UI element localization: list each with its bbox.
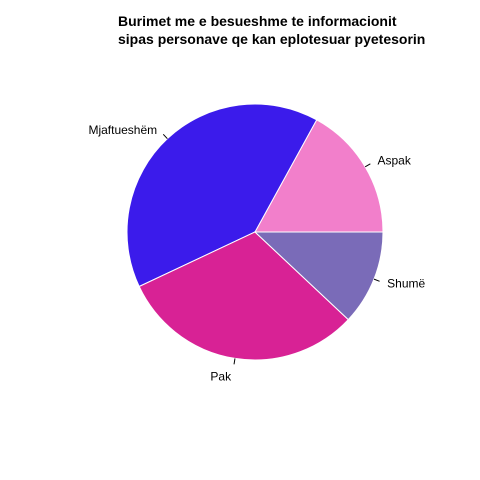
chart-title-line-1: Burimet me e besueshme te informacionit [118,13,397,29]
pie-slice-mjaftueshëm [126,103,318,288]
pie-slice-pak [138,231,350,361]
pie-label-tick [233,358,236,365]
pie-label-shumë: Shumë [387,277,425,291]
pie-label-mjaftueshëm: Mjaftueshëm [88,123,157,137]
pie-label-aspak: Aspak [378,154,412,168]
pie-label-tick [364,163,371,168]
pie-slice-shumë [253,231,384,321]
pie-slices [126,103,384,361]
pie-slice-aspak [254,119,384,233]
chart-title-line-2: sipas personave qe kan eplotesuar pyetes… [118,31,425,47]
pie-label-tick [162,133,168,140]
pie-label-tick [373,278,380,282]
pie-label-pak: Pak [210,369,232,383]
pie-labels: Aspak Mjaftueshëm Pak Shumë [88,123,425,383]
